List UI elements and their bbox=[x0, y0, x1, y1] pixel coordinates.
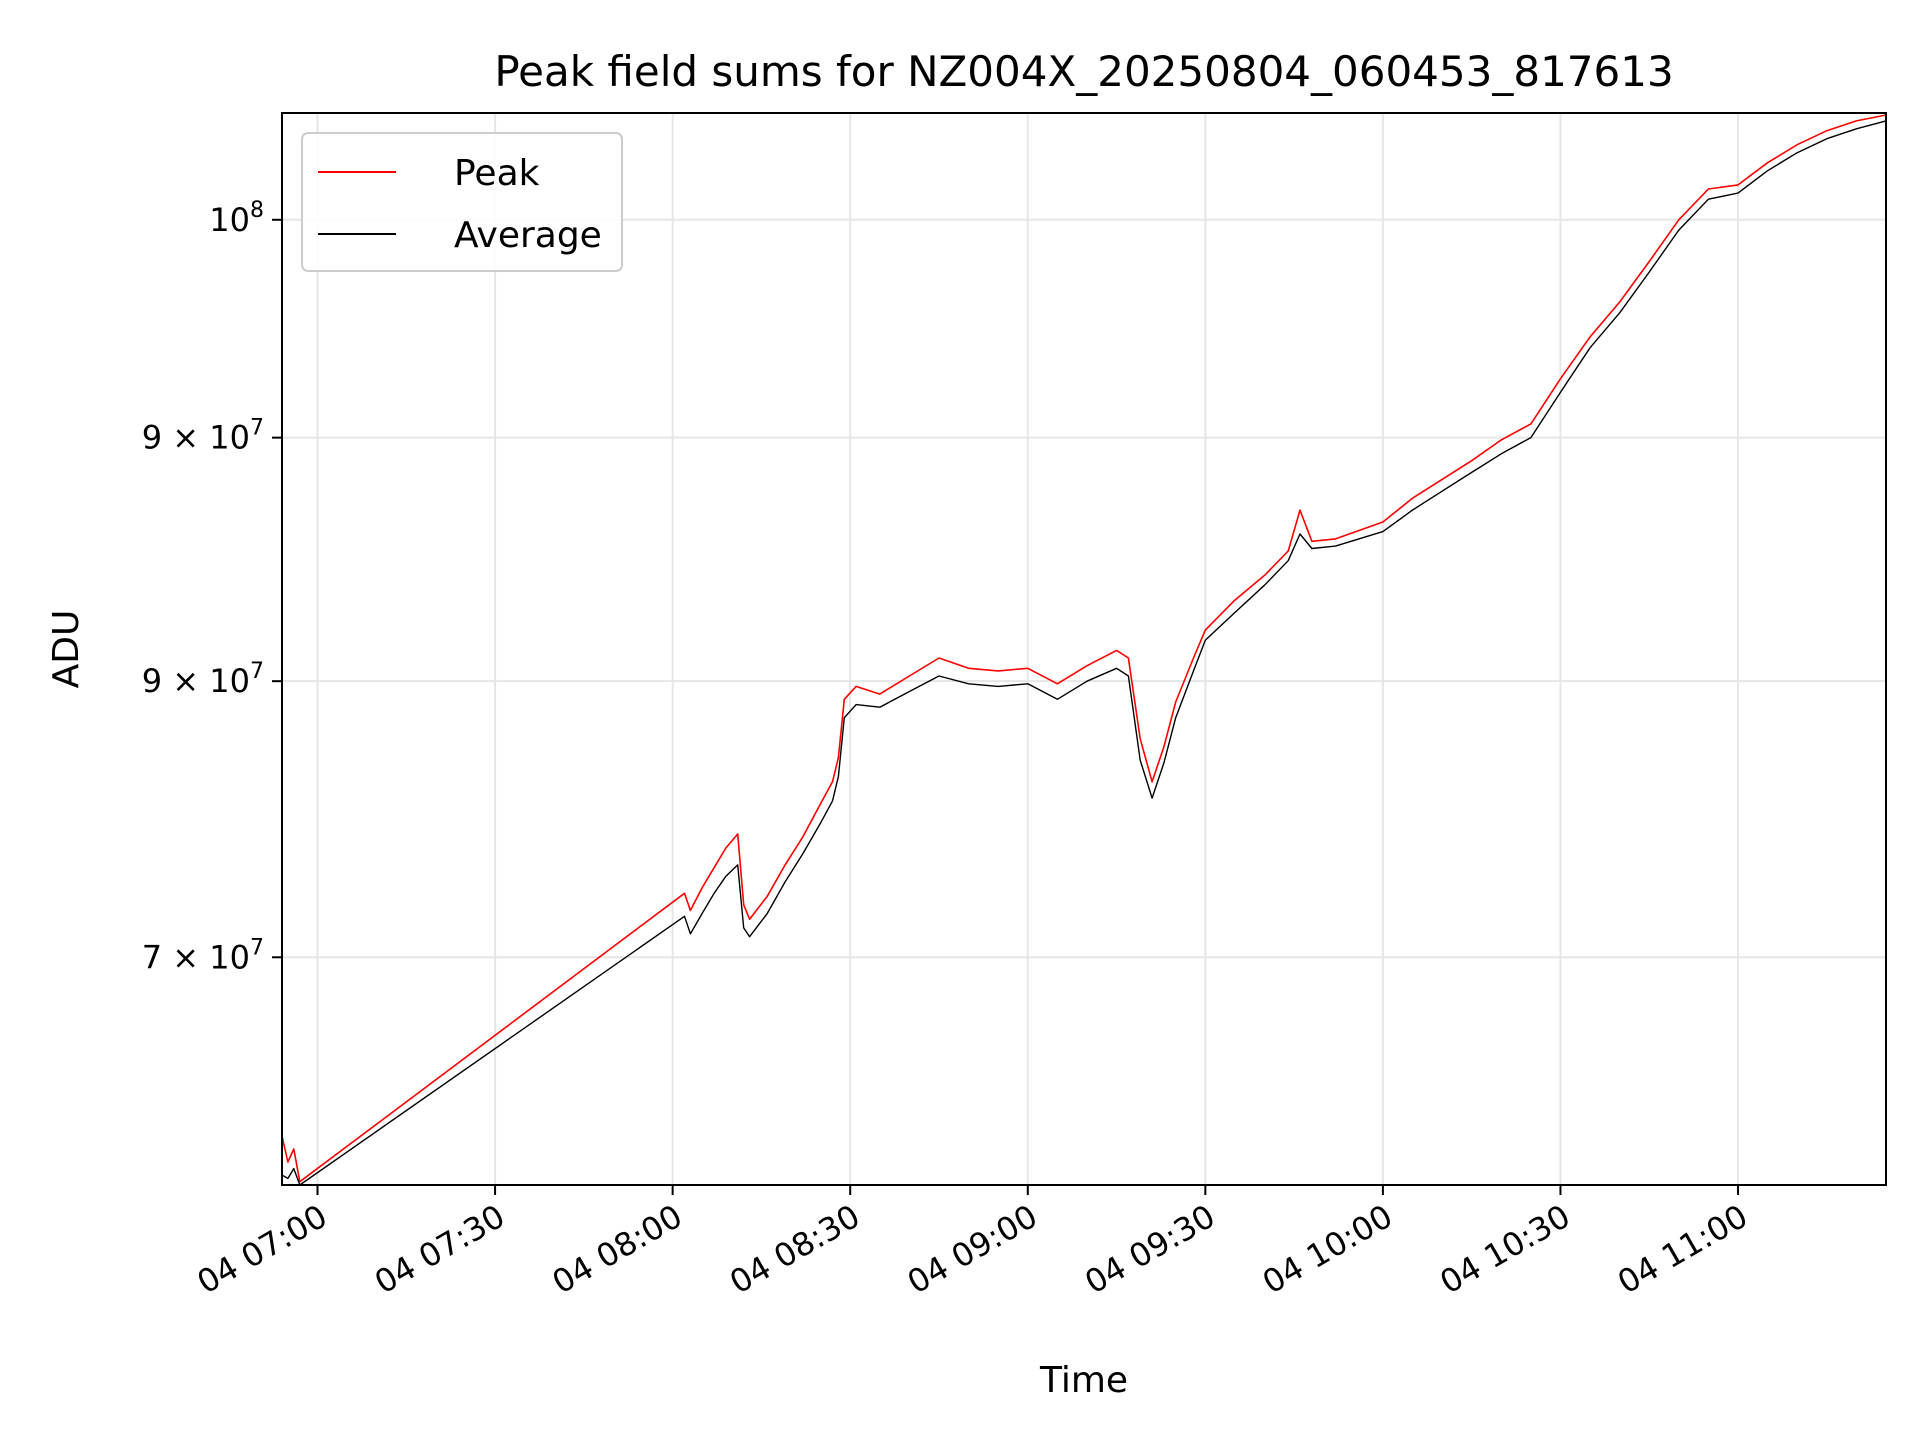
x-tick-label: 04 08:00 bbox=[546, 1197, 689, 1301]
y-axis: 7 × 107 9 × 107 9 × 107 108 bbox=[142, 198, 282, 976]
chart-title: Peak field sums for NZ004X_20250804_0604… bbox=[494, 47, 1673, 96]
y-tick-label: 9 × 107 bbox=[142, 659, 264, 700]
x-tick-label: 04 09:00 bbox=[901, 1197, 1044, 1301]
legend-box bbox=[301, 132, 623, 272]
grid bbox=[282, 113, 1886, 1185]
y-tick-label: 7 × 107 bbox=[142, 935, 264, 976]
legend-label-peak: Peak bbox=[454, 153, 540, 194]
x-tick-label: 04 09:30 bbox=[1078, 1197, 1221, 1301]
y-tick-label: 9 × 107 bbox=[142, 416, 264, 457]
legend-label-average: Average bbox=[454, 215, 602, 256]
series-layer bbox=[281, 114, 1887, 1186]
x-axis: 04 07:00 04 07:30 04 08:00 04 08:30 04 09:00… bbox=[191, 1185, 1754, 1301]
x-tick-label: 04 07:30 bbox=[368, 1197, 511, 1301]
series-line-peak bbox=[281, 114, 1887, 1183]
legend: Peak Average bbox=[301, 132, 623, 272]
x-tick-label: 04 07:00 bbox=[191, 1197, 334, 1301]
x-tick-label: 04 11:00 bbox=[1611, 1197, 1754, 1301]
series-line-average bbox=[281, 120, 1887, 1186]
x-tick-label: 04 10:30 bbox=[1434, 1197, 1577, 1301]
x-tick-label: 04 10:00 bbox=[1256, 1197, 1399, 1301]
y-tick-label: 108 bbox=[209, 198, 264, 239]
y-axis-label: ADU bbox=[46, 610, 87, 689]
plot-frame bbox=[281, 112, 1887, 1186]
x-axis-label: Time bbox=[1039, 1360, 1128, 1401]
x-tick-label: 04 08:30 bbox=[723, 1197, 866, 1301]
